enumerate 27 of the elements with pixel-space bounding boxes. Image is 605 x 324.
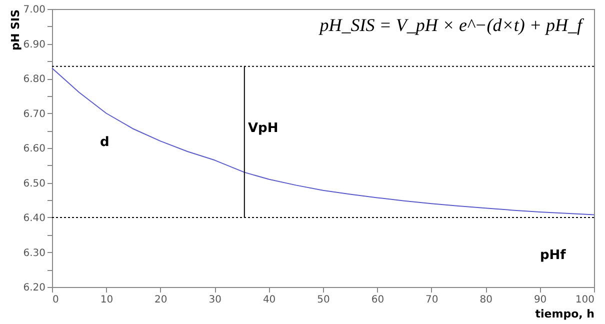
x-tick-label: 20 xyxy=(154,294,168,306)
y-tick-label: 6.90 xyxy=(23,39,46,50)
y-axis-title: pH SIS xyxy=(9,9,22,50)
x-tick-label: 30 xyxy=(208,294,222,306)
annotation: pH_SIS = V_pH × e^−(d×t) + pH_f xyxy=(318,15,585,35)
x-tick-label: 90 xyxy=(534,294,547,306)
x-axis-title: tiempo, h xyxy=(535,308,594,320)
annotation: d xyxy=(100,135,110,150)
y-tick-label: 7.00 xyxy=(23,4,46,16)
y-tick-label: 6.40 xyxy=(23,213,46,224)
y-tick-label: 6.80 xyxy=(23,74,46,85)
y-tick-label: 6.70 xyxy=(23,108,46,120)
annotation: pHf xyxy=(540,248,566,263)
x-tick-label: 0 xyxy=(52,294,59,306)
x-tick-label: 10 xyxy=(100,294,114,306)
x-tick-label: 50 xyxy=(317,294,330,306)
x-tick-label: 60 xyxy=(371,294,384,306)
y-tick-label: 6.60 xyxy=(23,144,46,154)
x-tick-label: 70 xyxy=(426,294,438,306)
x-tick-label: 100 xyxy=(575,294,594,306)
y-tick-label: 6.30 xyxy=(23,248,46,259)
line-series xyxy=(52,68,594,216)
x-tick-label: 80 xyxy=(480,294,492,306)
annotation: VpH xyxy=(248,121,278,136)
y-tick-label: 6.50 xyxy=(23,178,46,190)
x-tick-label: 40 xyxy=(262,294,276,306)
y-tick-label: 6.20 xyxy=(23,282,46,294)
